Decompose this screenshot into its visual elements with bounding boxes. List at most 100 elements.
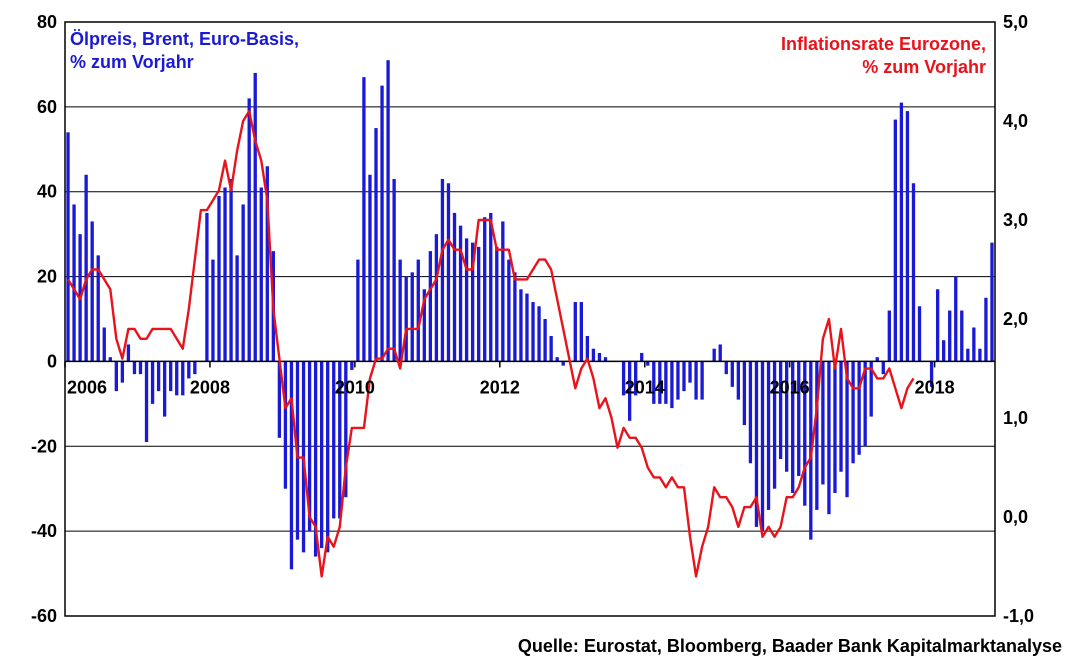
oil-bar (223, 187, 227, 362)
oil-bar (929, 361, 934, 387)
oil-bar (66, 132, 70, 362)
x-tick-label: 2016 (770, 377, 810, 397)
oil-bar (350, 361, 354, 370)
oil-bar (162, 361, 167, 417)
source-note: Quelle: Eurostat, Bloomberg, Baader Bank… (518, 636, 1062, 656)
y-left-tick-label: 0 (47, 351, 57, 371)
oil-bar (772, 361, 777, 489)
oil-bar (591, 348, 596, 362)
oil-bar (501, 221, 505, 362)
oil-bar (736, 361, 741, 400)
oil-bar (688, 361, 692, 383)
oil-bar (905, 111, 910, 362)
oil-bar (664, 361, 668, 404)
oil-bar (935, 289, 940, 362)
oil-bar (205, 212, 209, 362)
oil-bar (869, 361, 873, 417)
oil-bar (724, 361, 728, 375)
oil-bar (368, 174, 372, 362)
oil-bar (114, 361, 118, 392)
oil-bar (259, 187, 263, 362)
plot-frame (64, 21, 996, 617)
oil-bar (621, 361, 626, 396)
oil-bar (386, 60, 390, 362)
oil-bar (839, 361, 843, 472)
oil-bar (235, 255, 239, 362)
oil-bar (815, 361, 819, 510)
oil-bar (132, 361, 137, 375)
oil-bar (229, 178, 233, 362)
legend-oil-line-1: Ölpreis, Brent, Euro-Basis, (70, 29, 299, 49)
oil-bar (440, 178, 445, 362)
oil-bar (452, 212, 457, 362)
oil-bar (827, 361, 831, 515)
oil-bar (797, 361, 801, 476)
oil-bar (634, 361, 638, 396)
y-left-tick-label: -20 (31, 436, 57, 456)
y-left-tick-label: 20 (37, 267, 57, 287)
oil-bar (712, 348, 716, 362)
grid-lines (65, 21, 995, 617)
oil-bar (374, 128, 378, 362)
oil-bar (585, 335, 590, 362)
legend-oil-line-2: % zum Vorjahr (70, 52, 194, 72)
y-right-tick-label: 2,0 (1003, 309, 1028, 329)
oil-price-bars (66, 60, 994, 570)
oil-bar (978, 348, 982, 362)
y-left-tick-labels: -60 -40 -20 0 20 40 60 80 (31, 12, 57, 626)
oil-bar (948, 310, 952, 362)
y-left-tick-label: 40 (37, 182, 57, 202)
oil-bar (470, 242, 475, 362)
oil-bar (265, 166, 269, 362)
oil-bar (495, 246, 499, 362)
oil-bar (169, 361, 173, 392)
oil-bar (603, 357, 608, 362)
oil-bar (537, 306, 541, 362)
oil-bar (803, 361, 807, 506)
oil-bar (446, 183, 451, 362)
oil-bar (507, 259, 511, 362)
oil-bar (555, 357, 559, 362)
oil-bar (410, 272, 414, 362)
oil-bar (652, 361, 656, 404)
y-left-tick-label: -60 (31, 606, 57, 626)
y-right-tick-label: -1,0 (1003, 606, 1034, 626)
oil-bar (893, 119, 898, 362)
oil-bar (428, 251, 433, 362)
oil-bar (150, 361, 155, 404)
oil-bar (489, 212, 493, 362)
oil-bar (748, 361, 753, 464)
oil-bar (579, 302, 583, 362)
oil-bar (193, 361, 197, 375)
oil-bar (766, 361, 771, 510)
y-right-tick-label: 4,0 (1003, 111, 1028, 131)
oil-bar (108, 357, 112, 362)
oil-bar (640, 352, 644, 362)
oil-bar (754, 361, 759, 527)
y-left-tick-label: -40 (31, 521, 57, 541)
oil-bar (887, 310, 891, 362)
oil-bar (513, 272, 517, 362)
oil-bar (356, 259, 360, 362)
oil-bar (326, 361, 330, 553)
oil-bar (881, 361, 885, 375)
oil-bar (543, 319, 547, 362)
oil-bar (990, 242, 994, 362)
oil-bar (307, 361, 312, 532)
oil-bar (960, 310, 964, 362)
x-tick-label: 2014 (625, 377, 665, 397)
oil-bar (778, 361, 783, 460)
oil-bar (187, 361, 191, 379)
x-tick-label: 2006 (67, 377, 107, 397)
oil-bar (211, 259, 215, 362)
oil-bar (398, 259, 402, 362)
oil-bar (84, 174, 88, 362)
oil-bar (458, 225, 463, 362)
oil-bar (531, 302, 535, 362)
oil-bar (96, 255, 100, 362)
oil-bar (791, 361, 795, 493)
oil-bar (338, 361, 342, 519)
oil-bar (863, 361, 867, 447)
oil-bar (899, 102, 904, 362)
